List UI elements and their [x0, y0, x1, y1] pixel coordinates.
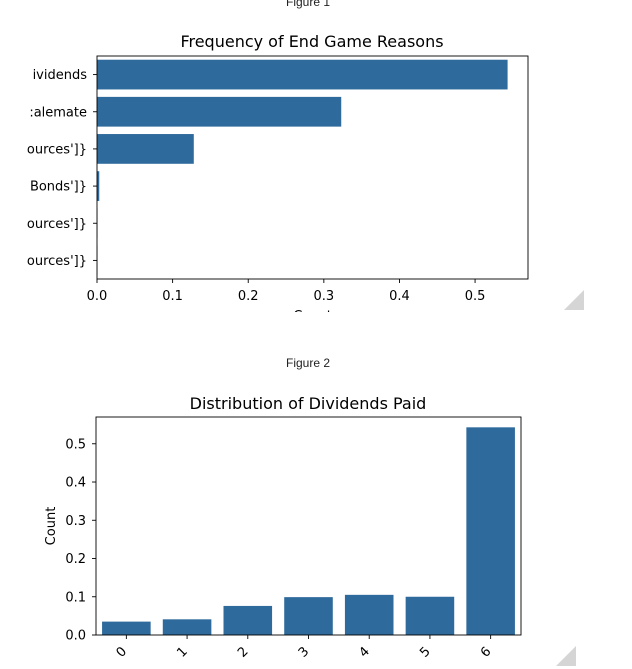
figure-1-label: Figure 1: [285, 0, 331, 9]
y-tick-label: ources']}: [27, 217, 87, 232]
y-tick-label: 0.1: [65, 590, 86, 605]
bar: [466, 427, 515, 635]
x-tick-label: 5: [417, 644, 433, 660]
x-tick-label: 0: [114, 644, 130, 660]
x-tick-label: 0.0: [87, 289, 108, 304]
plot-frame: [96, 55, 529, 280]
bar: [97, 171, 100, 201]
x-tick-label: 6: [478, 644, 494, 660]
resize-handle[interactable]: [556, 646, 576, 666]
y-axis-label: Count: [44, 507, 59, 546]
x-tick-label: 0.1: [162, 289, 183, 304]
y-tick-label: :alemate: [29, 105, 87, 120]
x-tick-label: 0.4: [389, 289, 410, 304]
chart-title: Distribution of Dividends Paid: [190, 394, 427, 413]
x-tick-label: 2: [235, 644, 251, 660]
y-tick-label: ources']}: [27, 142, 87, 157]
x-axis-label: Count: [293, 309, 332, 312]
y-tick-label: 0.3: [65, 514, 86, 529]
bar: [162, 619, 212, 635]
x-tick-label: 0.3: [313, 289, 334, 304]
bar: [344, 594, 394, 635]
y-tick-label: Bonds']}: [30, 180, 87, 195]
x-tick-label: 3: [296, 644, 312, 660]
bar: [97, 96, 342, 127]
end-game-reasons-chart: Frequency of End Game Reasons ividends :a…: [27, 32, 529, 312]
bar: [102, 621, 151, 635]
chart-title: Frequency of End Game Reasons: [180, 32, 443, 51]
y-tick-label: ources']}: [27, 254, 87, 269]
figure-2-window: Figure 2 Distribution of Dividends Paid …: [0, 352, 632, 669]
bar: [97, 59, 508, 90]
y-tick-label: 0.5: [65, 437, 86, 452]
x-tick-label: 1: [174, 644, 190, 660]
bar: [223, 605, 273, 635]
bar: [97, 134, 194, 164]
bar: [284, 597, 333, 635]
bar: [405, 596, 455, 635]
x-tick-label: 0.5: [465, 289, 486, 304]
x-tick-label: 0.2: [238, 289, 259, 304]
figure-1-window: Figure 1 Frequency of End Game Reasons i…: [0, 0, 632, 312]
dividends-paid-chart: Distribution of Dividends Paid 0.0 0.1 0.2…: [44, 394, 522, 661]
y-tick-label: ividends: [33, 68, 88, 83]
resize-handle[interactable]: [564, 290, 584, 310]
figure-2-label: Figure 2: [285, 356, 331, 370]
y-tick-label: 0.2: [65, 552, 86, 567]
y-tick-label: 0.4: [65, 476, 86, 491]
y-tick-label: 0.0: [65, 629, 86, 644]
x-tick-label: 4: [357, 644, 373, 660]
